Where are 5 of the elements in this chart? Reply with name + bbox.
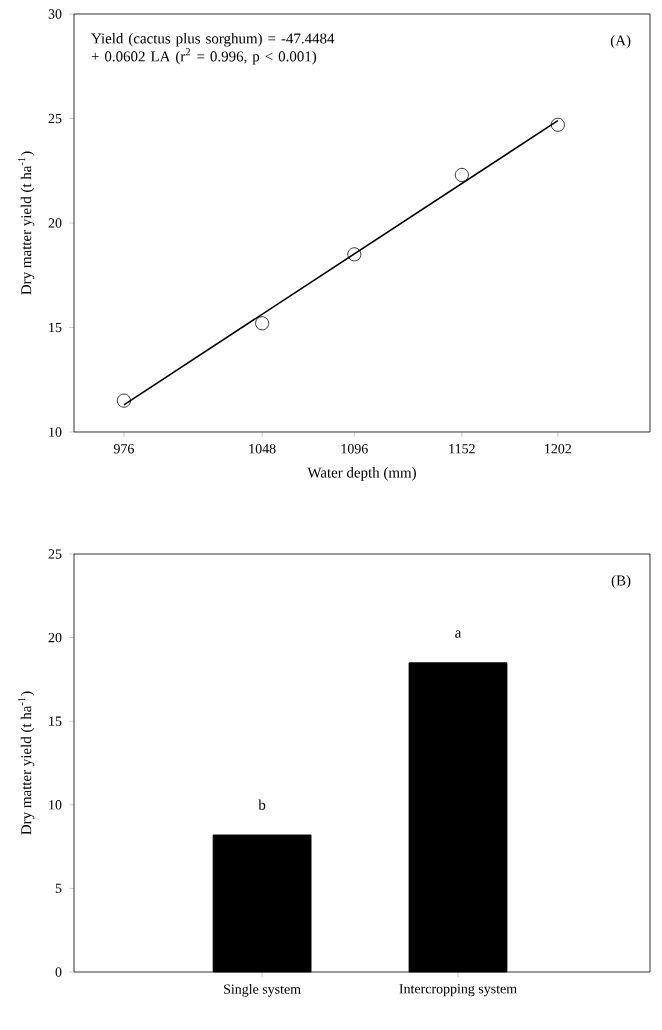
- point: [255, 316, 270, 331]
- point: [116, 393, 131, 408]
- point: [454, 167, 469, 182]
- point: [550, 117, 565, 132]
- point: [347, 247, 362, 262]
